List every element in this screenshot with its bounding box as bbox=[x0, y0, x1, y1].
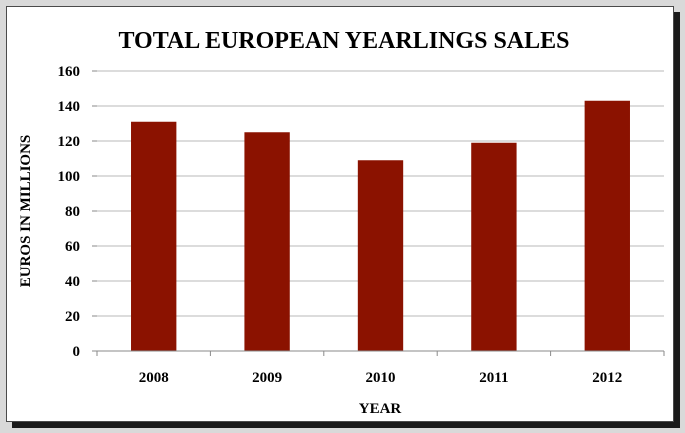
x-tick-label: 2008 bbox=[139, 370, 169, 386]
x-tick-label: 2011 bbox=[479, 370, 508, 386]
chart-title: TOTAL EUROPEAN YEARLINGS SALES bbox=[118, 28, 569, 54]
x-axis-label: YEAR bbox=[359, 401, 402, 417]
y-tick-label: 80 bbox=[65, 204, 80, 220]
y-tick-label: 60 bbox=[65, 239, 80, 255]
bar-2010 bbox=[357, 160, 404, 351]
x-axis-ticks: 2008 2009 2010 2011 2012 bbox=[96, 351, 665, 386]
x-tick-label: 2010 bbox=[366, 370, 396, 386]
y-tick-label: 40 bbox=[65, 274, 80, 290]
y-axis-label: EUROS IN MILLIONS bbox=[18, 135, 34, 288]
bar-2008 bbox=[131, 121, 177, 351]
bar-2009 bbox=[244, 132, 290, 351]
y-axis-ticks: 0 20 40 60 80 100 120 140 160 bbox=[58, 64, 97, 360]
x-tick-label: 2009 bbox=[252, 370, 282, 386]
x-tick-label: 2012 bbox=[592, 370, 622, 386]
y-tick-label: 140 bbox=[58, 99, 81, 115]
bars bbox=[131, 100, 630, 351]
bar-2012 bbox=[584, 100, 630, 351]
bar-2011 bbox=[471, 142, 517, 351]
y-tick-label: 100 bbox=[58, 169, 81, 185]
chart-frame bbox=[6, 6, 674, 422]
y-tick-label: 0 bbox=[73, 344, 81, 360]
y-tick-label: 20 bbox=[65, 309, 80, 325]
y-tick-label: 160 bbox=[58, 64, 81, 80]
y-tick-label: 120 bbox=[58, 134, 81, 150]
